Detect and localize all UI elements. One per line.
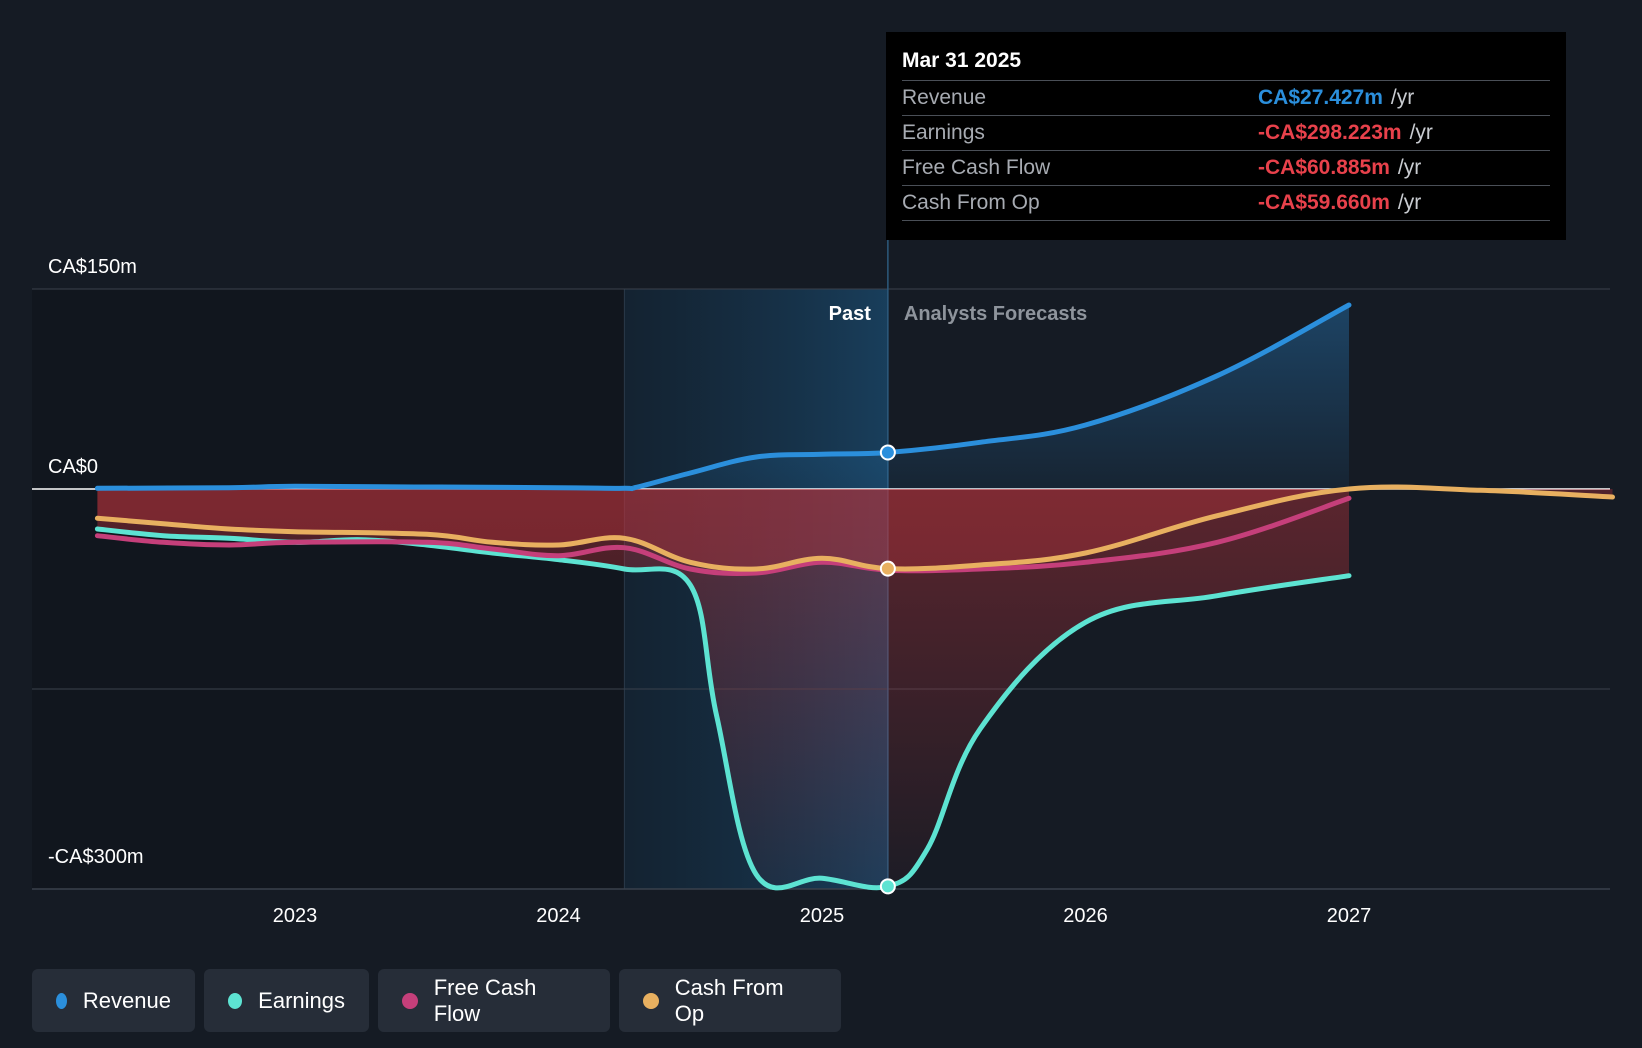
legend-label: Earnings bbox=[258, 987, 345, 1013]
past-label: Past bbox=[829, 303, 872, 325]
axis-labels: CA$150m CA$0 -CA$300m 2023 2024 2025 2026 2027 P… bbox=[48, 256, 1371, 927]
y-axis-label: CA$150m bbox=[48, 256, 137, 278]
cash-from-op-point bbox=[879, 560, 896, 577]
revenue-dot-icon bbox=[56, 992, 67, 1009]
free-cash-flow-dot-icon bbox=[402, 992, 418, 1009]
tooltip-row-free-cash-flow: Free Cash Flow -CA$60.885m /yr bbox=[902, 150, 1550, 185]
x-axis-tick-label: 2026 bbox=[1063, 905, 1108, 927]
tooltip-value: -CA$59.660m bbox=[1258, 191, 1390, 214]
legend: Revenue Earnings Free Cash Flow Cash Fro… bbox=[32, 969, 841, 1032]
legend-label: Free Cash Flow bbox=[433, 974, 537, 1026]
tooltip-unit: /yr bbox=[1397, 191, 1422, 214]
legend-item-earnings[interactable]: Earnings bbox=[204, 969, 369, 1032]
legend-item-revenue[interactable]: Revenue bbox=[32, 969, 195, 1032]
tooltip-value: -CA$60.885m bbox=[1258, 156, 1390, 179]
cash-from-op-line bbox=[94, 484, 1615, 572]
tooltip-unit: /yr bbox=[1409, 121, 1433, 144]
tooltip: Mar 31 2025 Revenue CA$27.427m /yr Earni… bbox=[886, 32, 1566, 240]
tooltip-row-earnings: Earnings -CA$298.223m /yr bbox=[902, 115, 1550, 150]
revenue-point bbox=[879, 444, 896, 461]
y-axis-label: CA$0 bbox=[48, 456, 98, 478]
tooltip-label: Cash From Op bbox=[902, 191, 1040, 214]
legend-item-free-cash-flow[interactable]: Free Cash Flow bbox=[378, 969, 610, 1032]
cash-from-op-area bbox=[97, 486, 1613, 570]
cash-from-op-dot-icon bbox=[643, 992, 659, 1009]
tooltip-date: Mar 31 2025 bbox=[902, 49, 1022, 72]
tooltip-label: Revenue bbox=[902, 86, 987, 109]
x-axis-tick-label: 2025 bbox=[800, 905, 845, 927]
x-axis-tick-label: 2024 bbox=[536, 905, 581, 927]
tooltip-label: Earnings bbox=[902, 121, 985, 144]
revenue-area bbox=[97, 305, 1349, 489]
hover-points bbox=[879, 444, 896, 895]
earnings-point bbox=[879, 878, 896, 895]
forecast-label: Analysts Forecasts bbox=[904, 303, 1087, 325]
earnings-dot-icon bbox=[228, 992, 243, 1009]
x-axis-tick-label: 2023 bbox=[273, 905, 318, 927]
legend-label: Cash From Op bbox=[674, 974, 784, 1026]
tooltip-label: Free Cash Flow bbox=[902, 156, 1051, 179]
legend-label: Revenue bbox=[82, 987, 171, 1013]
series-lines bbox=[94, 302, 1615, 891]
tooltip-value: CA$27.427m bbox=[1258, 86, 1383, 109]
legend-item-cash-from-op[interactable]: Cash From Op bbox=[619, 969, 841, 1032]
revenue-line bbox=[94, 302, 1352, 492]
tooltip-row-cash-from-op: Cash From Op -CA$59.660m /yr bbox=[902, 185, 1550, 221]
tooltip-rows: Revenue CA$27.427m /yr Earnings -CA$298.… bbox=[902, 80, 1550, 221]
earnings-area bbox=[97, 489, 1349, 888]
tooltip-unit: /yr bbox=[1397, 156, 1422, 179]
y-axis-label: -CA$300m bbox=[48, 846, 144, 868]
tooltip-row-revenue: Revenue CA$27.427m /yr bbox=[902, 80, 1550, 115]
x-axis-tick-label: 2027 bbox=[1327, 905, 1372, 927]
history-region bbox=[32, 289, 625, 889]
tooltip-unit: /yr bbox=[1390, 86, 1415, 109]
free-cash-flow-line bbox=[94, 495, 1352, 577]
area-fills bbox=[97, 305, 1613, 888]
tooltip-value: -CA$298.223m bbox=[1258, 121, 1402, 144]
